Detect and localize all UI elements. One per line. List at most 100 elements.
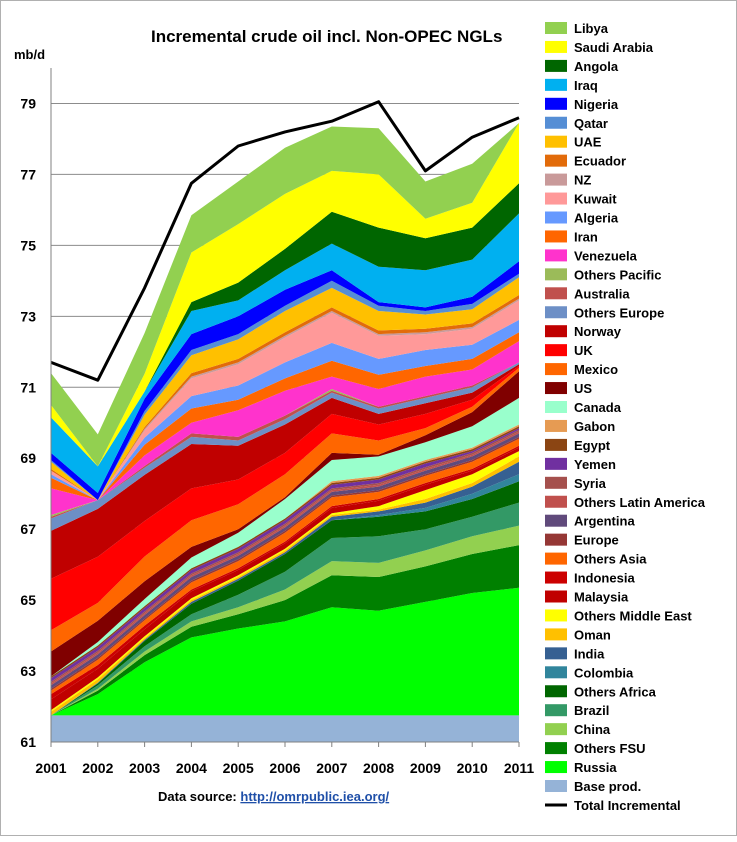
- legend-swatch-colombia: [545, 666, 567, 679]
- legend-label-colombia: Colombia: [574, 665, 634, 680]
- y-tick-label: 79: [20, 95, 36, 111]
- legend-swatch-nigeria: [545, 97, 567, 110]
- area-series-layer: [51, 123, 519, 742]
- legend-label-others-africa: Others Africa: [574, 684, 657, 699]
- legend-label-others-latin-america: Others Latin America: [574, 495, 706, 510]
- area-brazil: [51, 502, 519, 716]
- legend-label-mexico: Mexico: [574, 362, 618, 377]
- x-tick-label: 2011: [504, 760, 535, 776]
- x-tick-label: 2009: [410, 760, 441, 776]
- legend-swatch-oman: [545, 628, 567, 641]
- legend-label-us: US: [574, 381, 592, 396]
- legend-label-others-pacific: Others Pacific: [574, 267, 661, 282]
- legend-swatch-uae: [545, 135, 567, 148]
- legend-label-oman: Oman: [574, 627, 611, 642]
- legend-label-others-fsu: Others FSU: [574, 741, 646, 756]
- x-tick-label: 2002: [82, 760, 113, 776]
- area-algeria: [51, 319, 519, 501]
- legend-label-egypt: Egypt: [574, 438, 611, 453]
- legend-swatch-nz: [545, 173, 567, 186]
- legend-swatch-canada: [545, 401, 567, 413]
- x-tick-label: 2001: [35, 760, 66, 776]
- legend-swatch-egypt: [545, 438, 567, 451]
- legend-swatch-others-europe: [545, 306, 567, 319]
- data-source-label: Data source:: [158, 789, 240, 804]
- area-saudi-arabia: [51, 123, 519, 467]
- legend-label-canada: Canada: [574, 400, 622, 415]
- area-venezuela: [51, 341, 519, 515]
- legend-swatch-indonesia: [545, 571, 567, 584]
- legend-swatch-others-fsu: [545, 742, 567, 755]
- legend-swatch-australia: [545, 287, 567, 300]
- y-tick-label: 61: [20, 734, 36, 750]
- legend-label-others-europe: Others Europe: [574, 305, 664, 320]
- legend-label-venezuela: Venezuela: [574, 248, 638, 263]
- legend-swatch-india: [545, 647, 567, 660]
- area-uk: [51, 366, 519, 631]
- y-tick-label: 77: [20, 166, 36, 182]
- y-tick-label: 69: [20, 450, 36, 466]
- area-india: [51, 461, 519, 716]
- legend-swatch-norway: [545, 325, 567, 338]
- legend-swatch-ecuador: [545, 154, 567, 167]
- area-malaysia: [51, 447, 519, 711]
- legend-label-russia: Russia: [574, 760, 617, 775]
- legend-label-others-asia: Others Asia: [574, 552, 647, 567]
- area-others-asia: [51, 438, 519, 695]
- area-canada: [51, 397, 519, 677]
- axes: 61 63 65 67 69 71 73 75 77 79 2001 2002 2003 2004 2005…: [20, 68, 534, 776]
- legend-label-gabon: Gabon: [574, 419, 615, 434]
- y-axis-unit-label: mb/d: [14, 47, 45, 62]
- legend-swatch-mexico: [545, 363, 567, 376]
- area-colombia: [51, 474, 519, 716]
- legend-swatch-iran: [545, 230, 567, 243]
- y-tick-label: 73: [20, 308, 36, 324]
- area-norway: [51, 364, 519, 579]
- legend-label-saudi-arabia: Saudi Arabia: [574, 40, 654, 55]
- legend-label-syria: Syria: [574, 476, 607, 491]
- legend-label-argentina: Argentina: [574, 514, 635, 529]
- legend-swatch-gabon: [545, 419, 567, 432]
- legend-swatch-syria: [545, 476, 567, 489]
- area-others-middle-east: [51, 451, 519, 712]
- area-angola: [51, 183, 519, 467]
- x-tick-label: 2010: [457, 760, 488, 776]
- legend-swatch-us: [545, 382, 567, 395]
- data-source-link[interactable]: http://omrpublic.iea.org/: [240, 789, 389, 804]
- legend-label-china: China: [574, 722, 611, 737]
- legend-swatch-argentina: [545, 514, 567, 527]
- legend-label-indonesia: Indonesia: [574, 571, 635, 586]
- legend-swatch-europe: [545, 533, 567, 546]
- legend-label-kuwait: Kuwait: [574, 192, 617, 207]
- area-libya: [51, 123, 519, 467]
- area-iraq: [51, 213, 519, 493]
- legend-label-total-incremental: Total Incremental: [574, 798, 681, 813]
- area-argentina: [51, 433, 519, 689]
- legend-label-india: India: [574, 646, 605, 661]
- legend-label-ecuador: Ecuador: [574, 154, 626, 169]
- legend-swatch-angola: [545, 59, 567, 72]
- y-tick-label: 63: [20, 663, 36, 679]
- area-kuwait: [51, 300, 519, 501]
- legend-label-algeria: Algeria: [574, 211, 619, 226]
- legend-label-libya: Libya: [574, 21, 609, 36]
- legend-swatch-iraq: [545, 78, 567, 91]
- legend-label-uk: UK: [574, 343, 593, 358]
- total-incremental-line: [50, 100, 520, 382]
- x-tick-label: 2003: [129, 760, 160, 776]
- legend-label-nz: NZ: [574, 173, 591, 188]
- y-tick-label: 65: [20, 592, 36, 608]
- legend-label-qatar: Qatar: [574, 116, 608, 131]
- x-tick-label: 2008: [363, 760, 394, 776]
- area-others-africa: [51, 481, 519, 716]
- legend-swatch-china: [545, 723, 567, 736]
- legend-swatch-brazil: [545, 704, 567, 717]
- y-tick-label: 67: [20, 521, 36, 537]
- legend-swatch-others-africa: [545, 685, 567, 698]
- legend-swatch-libya: [545, 22, 567, 34]
- area-uae: [51, 277, 519, 501]
- data-source-footer: Data source: http://omrpublic.iea.org/: [158, 789, 390, 804]
- legend-label-uae: UAE: [574, 135, 602, 150]
- legend-label-norway: Norway: [574, 324, 622, 339]
